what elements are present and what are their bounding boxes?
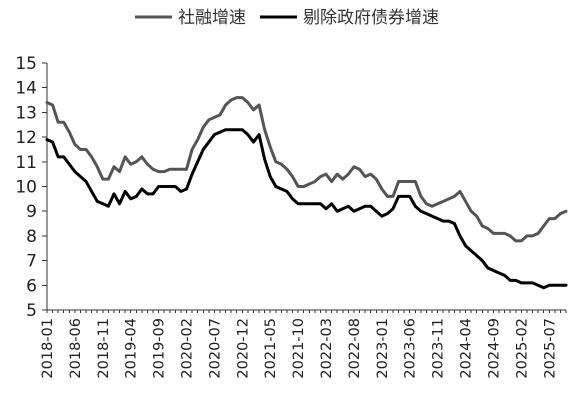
legend-label-excl-gov-bonds: 剔除政府债券增速 (303, 8, 439, 28)
x-tick-label: 2022-03 (319, 318, 335, 379)
series-line-excl-gov-bonds (45, 128, 568, 290)
x-tick-label: 2022-08 (347, 318, 363, 379)
y-tick-label: 9 (26, 202, 37, 222)
y-axis: 5 6 7 8 9 10 11 12 13 14 15 (15, 54, 48, 321)
x-tick-label: 2018-01 (40, 318, 56, 379)
x-tick-label: 2023-01 (375, 318, 391, 379)
x-tick-label: 2019-04 (124, 318, 140, 379)
y-tick-label: 13 (15, 103, 37, 123)
x-tick-label: 2020-07 (207, 318, 223, 379)
y-tick-label: 5 (26, 301, 37, 321)
series-layer (45, 96, 568, 290)
y-tick-label: 6 (26, 276, 37, 296)
x-tick-label: 2018-06 (68, 318, 84, 379)
y-tick-label: 7 (26, 252, 37, 272)
x-tick-label: 2024-04 (459, 318, 475, 379)
x-tick-label: 2023-06 (403, 318, 419, 379)
x-tick-label: 2021-10 (291, 318, 307, 379)
legend: 社融增速 剔除政府债券增速 (135, 8, 439, 28)
y-tick-label: 12 (15, 128, 37, 148)
x-tick-label: 2025-07 (542, 318, 558, 379)
x-tick-label: 2021-05 (263, 318, 279, 379)
series-line-shezeng (45, 96, 568, 243)
y-tick-label: 10 (15, 178, 37, 198)
x-tick-label: 2020-02 (180, 318, 196, 379)
y-tick-label: 11 (15, 153, 37, 173)
x-tick-label: 2025-02 (514, 318, 530, 379)
legend-label-shezeng: 社融增速 (178, 8, 246, 28)
x-tick-label: 2023-11 (431, 318, 447, 379)
x-tick-label: 2020-12 (235, 318, 251, 379)
x-tick-label: 2024-09 (486, 318, 502, 379)
y-tick-label: 14 (15, 79, 37, 99)
y-tick-label: 15 (15, 54, 37, 74)
x-tick-label: 2019-09 (152, 318, 168, 379)
y-tick-label: 8 (26, 227, 37, 247)
x-tick-label: 2018-11 (96, 318, 112, 379)
x-axis: 2018-01 2018-06 2018-11 2019-04 2019-09 2020-… (40, 309, 567, 379)
